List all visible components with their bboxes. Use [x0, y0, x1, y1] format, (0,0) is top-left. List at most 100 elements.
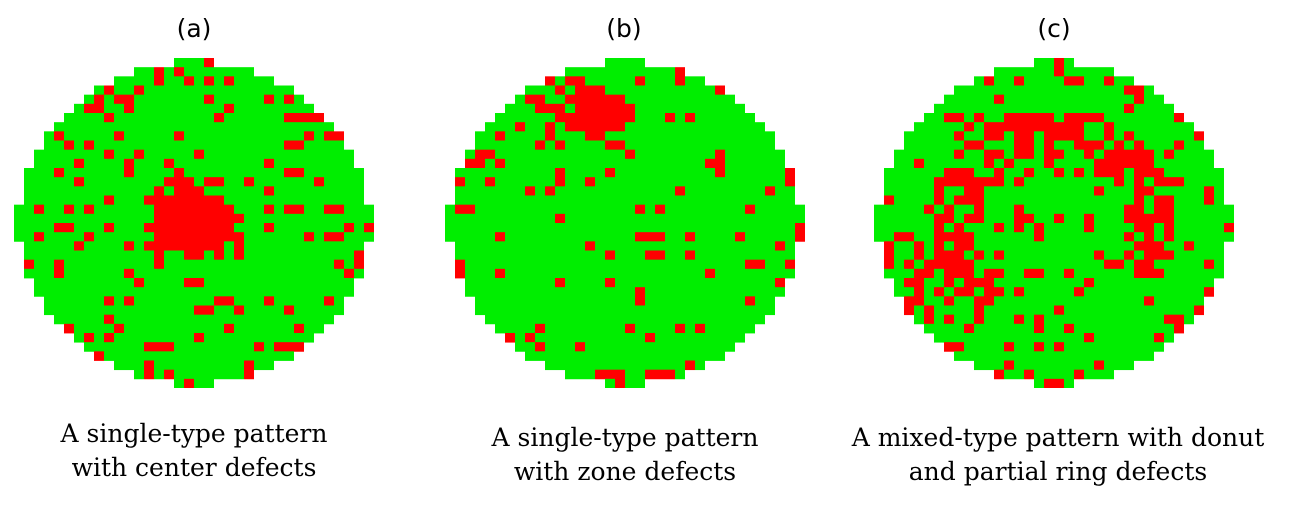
defect-die	[635, 204, 645, 215]
good-die	[974, 223, 984, 233]
good-die	[244, 103, 254, 114]
good-die	[304, 250, 314, 261]
good-die	[114, 296, 124, 306]
good-die	[304, 158, 314, 169]
good-die	[575, 168, 585, 178]
good-die	[1194, 149, 1204, 160]
good-die	[1134, 250, 1144, 261]
good-die	[1094, 296, 1104, 306]
defect-die	[1004, 342, 1014, 352]
good-die	[695, 76, 705, 86]
good-die	[234, 204, 244, 215]
good-die	[1204, 250, 1214, 261]
good-die	[214, 314, 224, 325]
good-die	[1094, 94, 1104, 105]
good-die	[1154, 158, 1164, 169]
good-die	[924, 177, 934, 187]
defect-die	[284, 305, 294, 316]
good-die	[715, 213, 725, 224]
defect-die	[1144, 223, 1154, 233]
good-die	[645, 76, 655, 86]
good-die	[695, 314, 705, 325]
good-die	[234, 103, 244, 114]
good-die	[1144, 204, 1154, 215]
good-die	[184, 287, 194, 297]
good-die	[204, 103, 214, 114]
good-die	[605, 85, 615, 96]
good-die	[525, 131, 535, 141]
defect-die	[214, 223, 224, 233]
good-die	[344, 259, 354, 270]
good-die	[154, 296, 164, 306]
defect-die	[525, 94, 535, 105]
defect-die	[1154, 195, 1164, 206]
good-die	[585, 323, 595, 334]
good-die	[565, 158, 575, 169]
good-die	[765, 158, 775, 169]
good-die	[655, 177, 665, 187]
good-die	[1134, 314, 1144, 325]
good-die	[304, 323, 314, 334]
good-die	[984, 259, 994, 270]
good-die	[505, 103, 515, 114]
defect-die	[1154, 268, 1164, 279]
defect-die	[234, 250, 244, 261]
defect-die	[84, 140, 94, 151]
good-die	[1034, 158, 1044, 169]
good-die	[1034, 76, 1044, 86]
good-die	[565, 305, 575, 316]
good-die	[635, 305, 645, 316]
good-die	[1124, 113, 1134, 123]
good-die	[84, 268, 94, 279]
good-die	[685, 131, 695, 141]
good-die	[214, 122, 224, 132]
defect-die	[1154, 250, 1164, 261]
defect-die	[54, 223, 64, 233]
good-die	[314, 195, 324, 206]
defect-die	[934, 287, 944, 297]
good-die	[1214, 195, 1224, 206]
good-die	[284, 314, 294, 325]
defect-die	[1064, 76, 1074, 86]
good-die	[334, 296, 344, 306]
good-die	[625, 94, 635, 105]
good-die	[555, 351, 565, 361]
good-die	[314, 158, 324, 169]
good-die	[545, 323, 555, 334]
good-die	[675, 113, 685, 123]
good-die	[954, 85, 964, 96]
good-die	[1034, 186, 1044, 196]
good-die	[535, 232, 545, 242]
defect-die	[1154, 333, 1164, 343]
good-die	[254, 305, 264, 316]
good-die	[1074, 204, 1084, 215]
good-die	[515, 305, 525, 316]
good-die	[344, 241, 354, 251]
good-die	[894, 278, 904, 288]
good-die	[184, 305, 194, 316]
defect-die	[575, 342, 585, 352]
good-die	[154, 177, 164, 187]
good-die	[745, 168, 755, 178]
good-die	[254, 131, 264, 141]
good-die	[114, 232, 124, 242]
good-die	[904, 287, 914, 297]
good-die	[934, 204, 944, 215]
good-die	[934, 314, 944, 325]
panel-label-b: (b)	[606, 14, 642, 43]
good-die	[655, 85, 665, 96]
good-die	[565, 250, 575, 261]
good-die	[234, 122, 244, 132]
good-die	[144, 85, 154, 96]
good-die	[515, 158, 525, 169]
good-die	[114, 149, 124, 160]
wafer-map-donut-ring-defects	[874, 58, 1234, 388]
good-die	[1154, 186, 1164, 196]
good-die	[765, 213, 775, 224]
good-die	[515, 241, 525, 251]
good-die	[1164, 259, 1174, 270]
defect-die	[1054, 131, 1064, 141]
good-die	[545, 158, 555, 169]
good-die	[515, 177, 525, 187]
good-die	[94, 296, 104, 306]
